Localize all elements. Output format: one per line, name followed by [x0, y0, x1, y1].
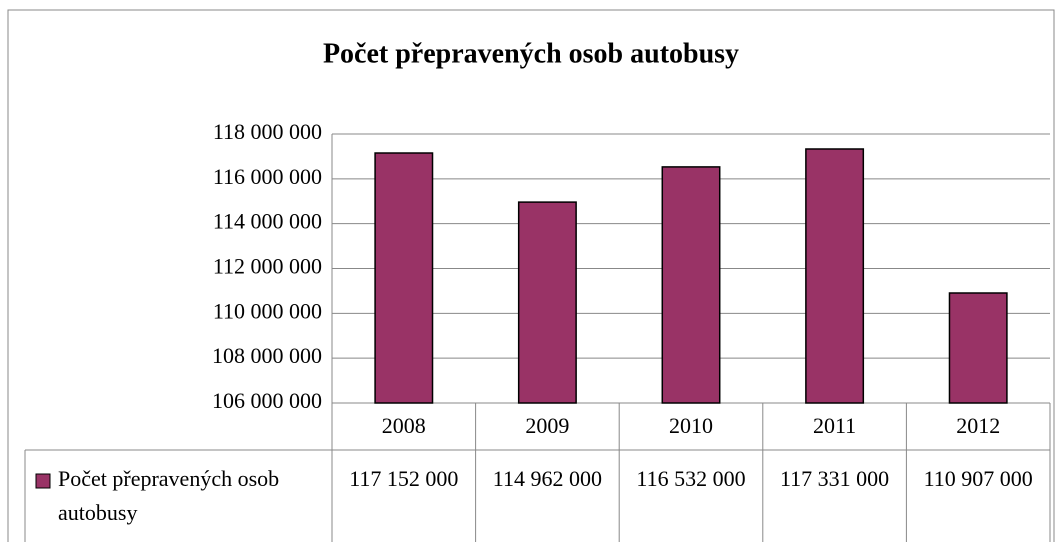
x-tick-label: 2012 — [956, 413, 1000, 438]
bar — [517, 201, 577, 404]
x-tick-label: 2010 — [669, 413, 713, 438]
data-table-value: 114 962 000 — [493, 466, 602, 491]
x-tick-label: 2009 — [525, 413, 569, 438]
y-tick-label: 118 000 000 — [213, 119, 322, 144]
legend-key — [35, 473, 51, 489]
y-tick-label: 114 000 000 — [213, 209, 322, 234]
legend-label: Počet přepravených osob autobusy — [58, 466, 280, 525]
bar — [805, 148, 865, 404]
x-tick-label: 2011 — [813, 413, 856, 438]
y-tick-label: 106 000 000 — [212, 388, 322, 413]
y-tick-label: 112 000 000 — [213, 254, 322, 279]
y-tick-label: 110 000 000 — [213, 298, 322, 323]
data-table-value: 117 152 000 — [349, 466, 458, 491]
bar — [661, 166, 721, 404]
bar — [374, 152, 434, 404]
y-tick-label: 116 000 000 — [213, 164, 322, 189]
bar — [948, 292, 1008, 404]
data-table-value: 110 907 000 — [924, 466, 1033, 491]
chart-title: Počet přepravených osob autobusy — [323, 38, 739, 69]
data-table-value: 117 331 000 — [780, 466, 889, 491]
y-tick-label: 108 000 000 — [212, 343, 322, 368]
data-table-value: 116 532 000 — [636, 466, 745, 491]
x-tick-label: 2008 — [382, 413, 426, 438]
